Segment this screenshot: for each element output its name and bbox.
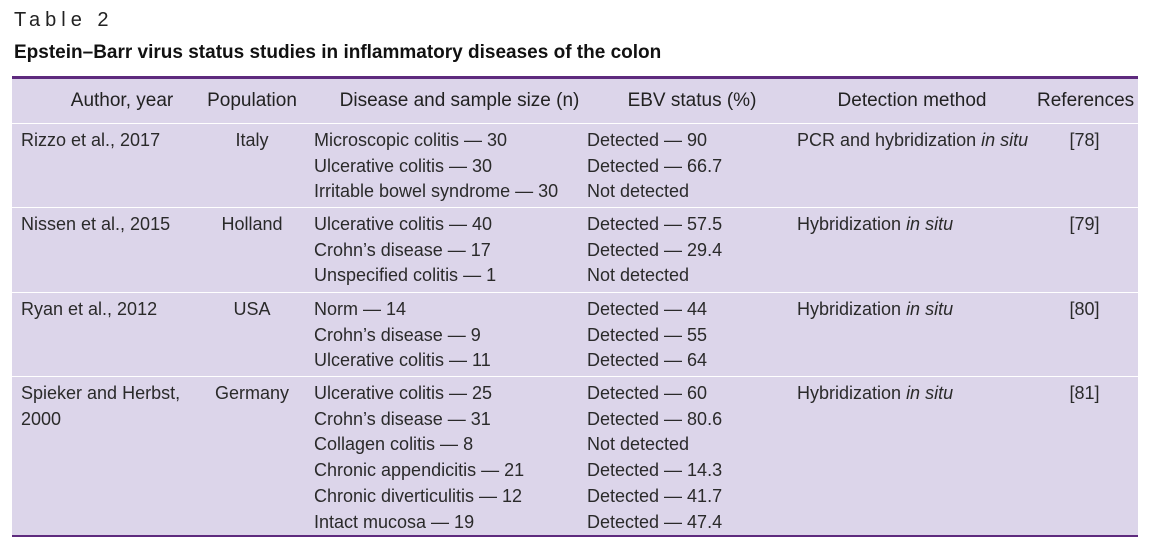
disease-line: Unspecified colitis — 1 bbox=[314, 265, 497, 286]
population-cell: Germany bbox=[214, 383, 290, 403]
header-references: References bbox=[1037, 90, 1135, 111]
disease-line: Microscopic colitis — 30 bbox=[314, 130, 508, 150]
method-text: Hybridization bbox=[797, 383, 902, 403]
table-row: Spieker and Herbst, 2000 Germany Ulcerat… bbox=[12, 377, 1138, 535]
method-italic: in situ bbox=[906, 214, 954, 234]
disease-line: Ulcerative colitis — 30 bbox=[314, 155, 493, 176]
disease-line: Ulcerative colitis — 40 bbox=[314, 214, 493, 234]
header-disease: Disease and sample size (n) bbox=[339, 90, 580, 111]
disease-line: Intact mucosa — 19 bbox=[314, 511, 475, 532]
method-text: Hybridization bbox=[797, 299, 902, 319]
table-label: Table 2 bbox=[14, 9, 114, 31]
header-population: Population bbox=[207, 90, 297, 111]
method-text: Hybridization bbox=[797, 214, 902, 234]
disease-line: Chronic diverticulitis — 12 bbox=[314, 485, 523, 506]
author-line: 2000 bbox=[21, 408, 62, 429]
method-italic: in situ bbox=[906, 299, 954, 319]
status-line: Detected — 41.7 bbox=[587, 485, 723, 506]
status-line: Detected — 14.3 bbox=[587, 460, 723, 481]
table-row: Nissen et al., 2015 Holland Ulcerative c… bbox=[12, 208, 1138, 293]
status-line: Detected — 55 bbox=[587, 324, 708, 345]
disease-cell: Ulcerative colitis — 25 Crohn’s disease … bbox=[314, 381, 584, 535]
status-line: Detected — 64 bbox=[587, 350, 708, 371]
status-line: Detected — 80.6 bbox=[587, 408, 723, 429]
disease-line: Collagen colitis — 8 bbox=[314, 434, 474, 455]
status-line: Detected — 44 bbox=[587, 299, 708, 319]
status-cell: Detected — 57.5 Detected — 29.4 Not dete… bbox=[587, 212, 787, 289]
status-line: Detected — 29.4 bbox=[587, 239, 723, 260]
table-header-row: Author, year Population Disease and samp… bbox=[12, 79, 1138, 124]
method-italic: in situ bbox=[906, 383, 954, 403]
table-row: Rizzo et al., 2017 Italy Microscopic col… bbox=[12, 124, 1138, 208]
disease-line: Chronic appendicitis — 21 bbox=[314, 460, 525, 481]
disease-line: Crohn’s disease — 17 bbox=[314, 239, 491, 260]
disease-cell: Norm — 14 Crohn’s disease — 9 Ulcerative… bbox=[314, 297, 584, 374]
population-cell: USA bbox=[233, 299, 271, 319]
disease-line: Ulcerative colitis — 25 bbox=[314, 383, 493, 403]
author-cell: Spieker and Herbst, 2000 bbox=[21, 381, 206, 432]
status-cell: Detected — 90 Detected — 66.7 Not detect… bbox=[587, 128, 787, 205]
table-title: Epstein–Barr virus status studies in inf… bbox=[14, 42, 662, 63]
disease-cell: Microscopic colitis — 30 Ulcerative coli… bbox=[314, 128, 584, 205]
disease-line: Crohn’s disease — 9 bbox=[314, 324, 481, 345]
status-line: Not detected bbox=[587, 265, 690, 286]
table-row: Ryan et al., 2012 USA Norm — 14 Crohn’s … bbox=[12, 293, 1138, 377]
method-cell: PCR and hybridization in situ bbox=[797, 128, 1037, 154]
header-ebv-status: EBV status (%) bbox=[627, 90, 757, 111]
author-line: Spieker and Herbst, bbox=[21, 383, 181, 403]
status-line: Detected — 57.5 bbox=[587, 214, 723, 234]
status-line: Not detected bbox=[587, 181, 690, 202]
author-cell: Ryan et al., 2012 bbox=[21, 299, 158, 319]
status-line: Detected — 60 bbox=[587, 383, 708, 403]
disease-line: Crohn’s disease — 31 bbox=[314, 408, 491, 429]
header-detection-method: Detection method bbox=[837, 90, 987, 111]
status-line: Not detected bbox=[587, 434, 690, 455]
population-cell: Italy bbox=[235, 130, 269, 150]
status-line: Detected — 90 bbox=[587, 130, 708, 150]
data-table: Author, year Population Disease and samp… bbox=[12, 76, 1138, 537]
disease-line: Irritable bowel syndrome — 30 bbox=[314, 181, 559, 202]
method-cell: Hybridization in situ bbox=[797, 212, 1037, 238]
method-cell: Hybridization in situ bbox=[797, 381, 1037, 407]
status-line: Detected — 47.4 bbox=[587, 511, 723, 532]
method-italic: in situ bbox=[981, 130, 1029, 150]
disease-cell: Ulcerative colitis — 40 Crohn’s disease … bbox=[314, 212, 584, 289]
author-cell: Rizzo et al., 2017 bbox=[21, 130, 161, 150]
method-text: PCR and hybridization bbox=[797, 130, 977, 150]
reference-cell: [79] bbox=[1069, 214, 1100, 234]
author-cell: Nissen et al., 2015 bbox=[21, 214, 171, 234]
status-cell: Detected — 44 Detected — 55 Detected — 6… bbox=[587, 297, 787, 374]
reference-cell: [80] bbox=[1069, 299, 1100, 319]
method-cell: Hybridization in situ bbox=[797, 297, 1037, 323]
status-cell: Detected — 60 Detected — 80.6 Not detect… bbox=[587, 381, 787, 535]
population-cell: Holland bbox=[221, 214, 283, 234]
status-line: Detected — 66.7 bbox=[587, 155, 723, 176]
disease-line: Norm — 14 bbox=[314, 299, 407, 319]
disease-line: Ulcerative colitis — 11 bbox=[314, 350, 491, 371]
header-author: Author, year bbox=[70, 90, 174, 111]
reference-cell: [81] bbox=[1069, 383, 1100, 403]
reference-cell: [78] bbox=[1069, 130, 1100, 150]
